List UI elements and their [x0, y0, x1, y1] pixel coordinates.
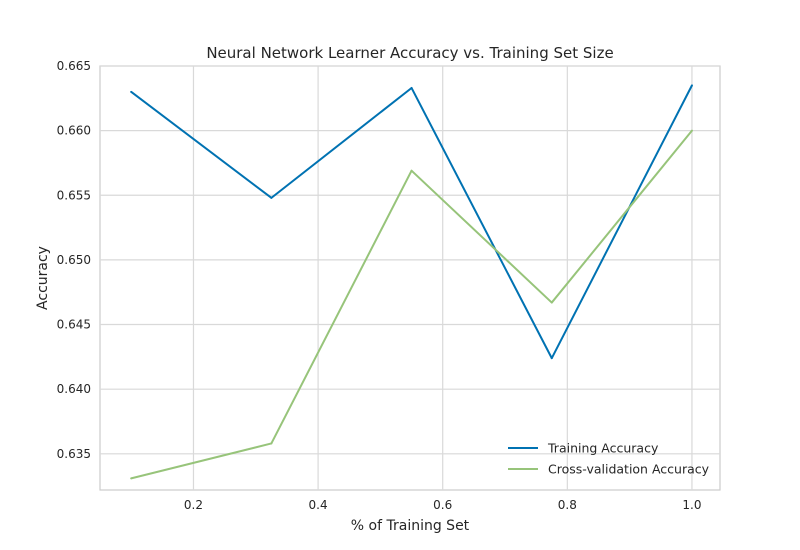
data-point [690, 129, 693, 132]
x-tick-label: 0.4 [309, 498, 328, 512]
data-point [130, 477, 133, 480]
data-point [410, 86, 413, 89]
x-tick-label: 0.2 [184, 498, 203, 512]
y-axis-label: Accuracy [35, 246, 51, 310]
x-tick-label: 1.0 [682, 498, 701, 512]
x-tick-label: 0.8 [558, 498, 577, 512]
series-layer [130, 84, 693, 480]
data-point [130, 90, 133, 93]
y-tick-label: 0.645 [57, 318, 91, 332]
x-axis-ticks: 0.2 0.4 0.6 0.8 1.0 [184, 498, 702, 512]
legend: Training Accuracy Cross-validation Accura… [508, 441, 710, 477]
y-axis-ticks: 0.635 0.640 0.645 0.650 0.655 0.660 0.665 [57, 59, 91, 461]
grid [100, 65, 720, 490]
plot-area [99, 65, 721, 491]
data-point [410, 169, 413, 172]
y-tick-label: 0.660 [57, 124, 91, 138]
y-tick-label: 0.635 [57, 447, 91, 461]
x-tick-label: 0.6 [433, 498, 452, 512]
y-tick-label: 0.665 [57, 59, 91, 73]
y-tick-label: 0.655 [57, 188, 91, 202]
legend-label: Training Accuracy [547, 441, 659, 456]
data-point [690, 84, 693, 87]
y-tick-label: 0.640 [57, 382, 91, 396]
data-point [270, 442, 273, 445]
data-point [550, 357, 553, 360]
x-axis-label: % of Training Set [351, 518, 470, 534]
data-point [270, 196, 273, 199]
chart-title: Neural Network Learner Accuracy vs. Trai… [206, 44, 613, 62]
y-tick-label: 0.650 [57, 253, 91, 267]
legend-label: Cross-validation Accuracy [548, 462, 710, 477]
data-point [550, 301, 553, 304]
